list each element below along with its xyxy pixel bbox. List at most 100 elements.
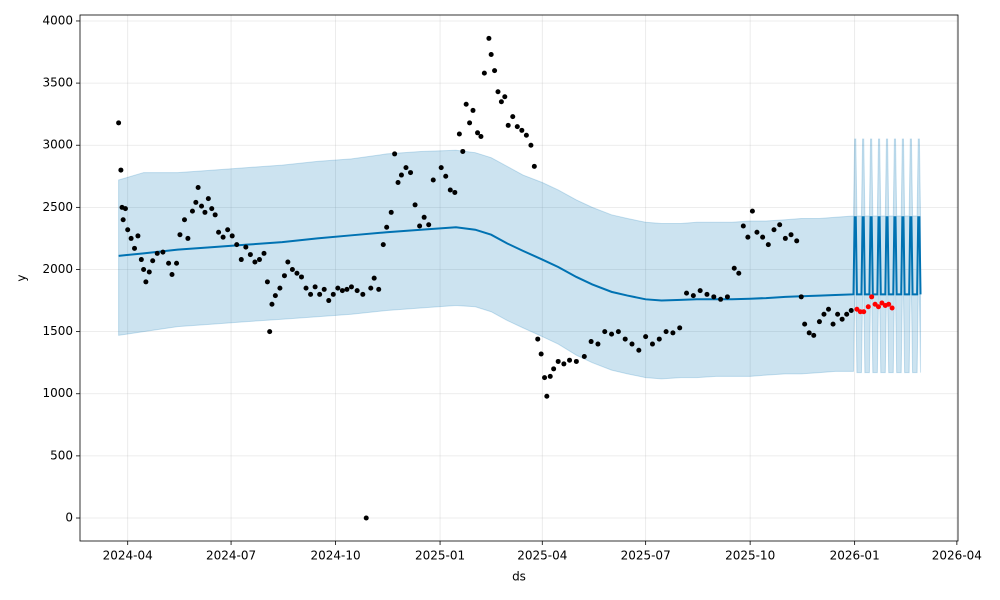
data-point <box>412 202 418 208</box>
data-point <box>745 234 751 240</box>
data-point <box>120 217 126 223</box>
data-point <box>830 321 836 327</box>
data-point <box>376 286 382 292</box>
data-point <box>486 35 492 41</box>
y-tick-label: 1500 <box>42 324 73 338</box>
x-tick-label: 2024-07 <box>206 549 256 563</box>
data-point <box>886 301 892 307</box>
data-point <box>475 130 481 136</box>
x-tick-label: 2026-04 <box>932 549 982 563</box>
data-point <box>261 250 267 256</box>
data-point <box>417 223 423 229</box>
data-point <box>794 238 800 244</box>
data-point <box>118 167 124 173</box>
data-point <box>264 279 270 285</box>
data-point <box>202 209 208 215</box>
data-point <box>771 227 777 233</box>
data-point <box>656 336 662 342</box>
data-point <box>368 285 374 291</box>
data-point <box>643 334 649 340</box>
data-point <box>363 515 369 521</box>
data-point <box>354 288 360 294</box>
data-point <box>588 339 594 345</box>
data-point <box>663 329 669 335</box>
x-tick-label: 2024-04 <box>103 549 153 563</box>
data-point <box>220 234 226 240</box>
x-axis-label: ds <box>512 570 526 584</box>
data-point <box>360 291 366 297</box>
data-point <box>348 284 354 290</box>
data-point <box>189 208 195 214</box>
data-point <box>138 257 144 263</box>
data-point <box>697 288 703 294</box>
data-point <box>718 296 724 302</box>
data-point <box>861 309 867 315</box>
data-point <box>298 274 304 280</box>
data-point <box>561 361 567 367</box>
x-tick-label: 2025-01 <box>415 549 465 563</box>
data-point <box>438 165 444 171</box>
y-tick-label: 3000 <box>42 138 73 152</box>
y-tick-label: 2500 <box>42 200 73 214</box>
y-axis-label: y <box>15 274 29 281</box>
data-point <box>535 336 541 342</box>
data-point <box>125 227 131 233</box>
x-tick-label: 2025-10 <box>725 549 775 563</box>
data-point <box>205 196 211 202</box>
data-point <box>212 212 218 218</box>
data-point <box>740 223 746 229</box>
data-point <box>426 222 432 228</box>
data-point <box>216 229 222 235</box>
data-point <box>498 99 504 105</box>
data-point <box>470 107 476 113</box>
data-point <box>528 142 534 148</box>
y-tick-label: 4000 <box>42 13 73 27</box>
data-point <box>636 347 642 353</box>
data-point <box>731 265 737 271</box>
data-point <box>294 270 300 276</box>
data-point <box>704 291 710 297</box>
data-point <box>869 294 875 300</box>
data-point <box>199 203 205 209</box>
data-point <box>281 273 287 279</box>
data-point <box>150 258 156 264</box>
data-point <box>510 114 516 120</box>
data-point <box>488 52 494 58</box>
data-point <box>269 301 275 307</box>
data-point <box>430 177 436 183</box>
y-tick-label: 500 <box>50 448 73 462</box>
data-point <box>185 235 191 241</box>
data-point <box>505 122 511 128</box>
data-point <box>736 270 742 276</box>
data-point <box>595 341 601 347</box>
x-tick-label: 2025-07 <box>621 549 671 563</box>
data-point <box>312 284 318 290</box>
data-point <box>765 242 771 248</box>
data-point <box>460 148 466 154</box>
data-point <box>463 101 469 107</box>
data-point <box>154 250 160 256</box>
data-point <box>421 214 427 220</box>
data-point <box>481 70 487 76</box>
data-point <box>724 294 730 300</box>
y-tick-label: 1000 <box>42 386 73 400</box>
data-point <box>760 234 766 240</box>
data-point <box>531 163 537 169</box>
data-point <box>573 358 579 364</box>
data-point <box>514 124 520 130</box>
data-point <box>684 290 690 296</box>
data-point <box>308 291 314 297</box>
data-point <box>754 229 760 235</box>
data-point <box>547 373 553 379</box>
data-point <box>177 232 183 238</box>
data-point <box>844 311 850 317</box>
data-point <box>492 68 498 74</box>
data-point <box>542 375 548 381</box>
data-point <box>225 227 231 233</box>
data-point <box>567 357 573 363</box>
data-point <box>166 260 172 266</box>
x-tick-label: 2024-10 <box>310 549 360 563</box>
data-point <box>865 304 871 310</box>
data-point <box>330 291 336 297</box>
data-point <box>272 293 278 299</box>
